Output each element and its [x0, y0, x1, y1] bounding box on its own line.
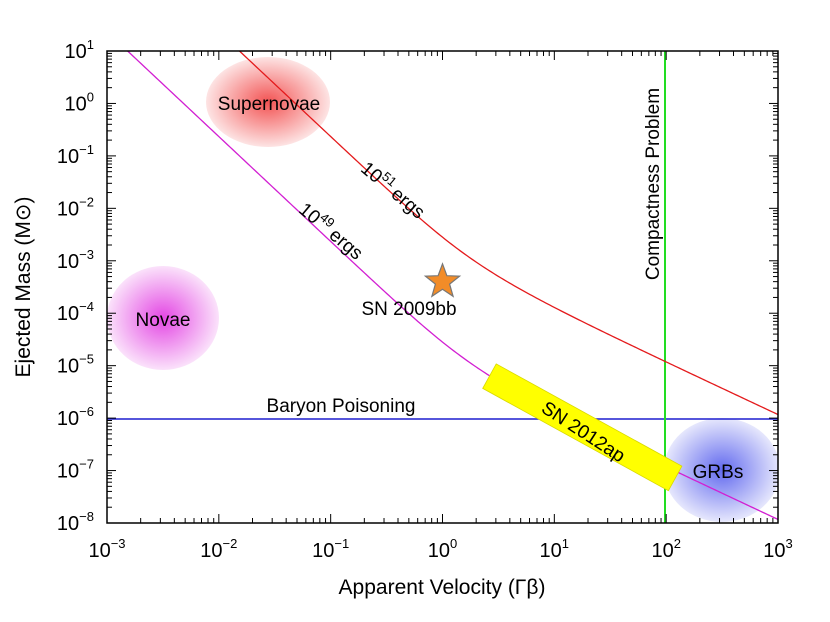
- y-tick-label: 10−4: [57, 299, 94, 325]
- region-supernovae: [206, 57, 330, 147]
- y-tick-label: 10−5: [57, 352, 94, 378]
- y-tick-label: 10−2: [57, 194, 94, 220]
- x-tick-labels: 10−3 10−2 10−1 100 101 102 103: [88, 536, 792, 562]
- y-tick-label: 100: [65, 89, 94, 115]
- sn-2009bb-marker: [423, 262, 462, 298]
- sn-2009bb-label: SN 2009bb: [361, 299, 456, 320]
- y-axis-label: Ejected Mass (M⊙): [12, 197, 35, 378]
- y-tick-label: 101: [65, 37, 94, 63]
- axis-ticks: [106, 50, 779, 524]
- x-tick-label: 103: [763, 536, 792, 562]
- y-tick-label: 10−3: [57, 247, 94, 273]
- y-tick-label: 10−1: [57, 142, 94, 168]
- grbs-label: GRBs: [693, 462, 744, 483]
- x-tick-label: 101: [540, 536, 569, 562]
- x-tick-label: 10−2: [200, 536, 237, 562]
- sn-2012ap-band: [482, 363, 683, 492]
- x-tick-label: 10−1: [312, 536, 349, 562]
- region-grbs: [664, 418, 778, 522]
- y-tick-label: 10−6: [57, 404, 94, 430]
- region-novae: [107, 266, 219, 370]
- x-tick-label: 102: [651, 536, 680, 562]
- series-line-1e51-ergs: [238, 51, 778, 416]
- baryon-poisoning-label: Baryon Poisoning: [267, 396, 416, 417]
- label-1e51-ergs: 1051ergs: [356, 155, 431, 223]
- x-tick-label: 10−3: [88, 536, 125, 562]
- x-axis-label: Apparent Velocity (Γβ): [339, 576, 546, 599]
- compactness-problem-label: Compactness Problem: [643, 88, 664, 280]
- y-tick-label: 10−7: [57, 457, 94, 483]
- novae-label: Novae: [136, 310, 191, 331]
- y-tick-labels: 101 100 10−1 10−2 10−3 10−4 10−5 10−6 10…: [57, 37, 94, 535]
- label-1e49-ergs: 1049ergs: [294, 196, 369, 264]
- x-tick-label: 100: [428, 536, 457, 562]
- y-tick-label: 10−8: [57, 509, 94, 535]
- supernovae-label: Supernovae: [218, 94, 320, 115]
